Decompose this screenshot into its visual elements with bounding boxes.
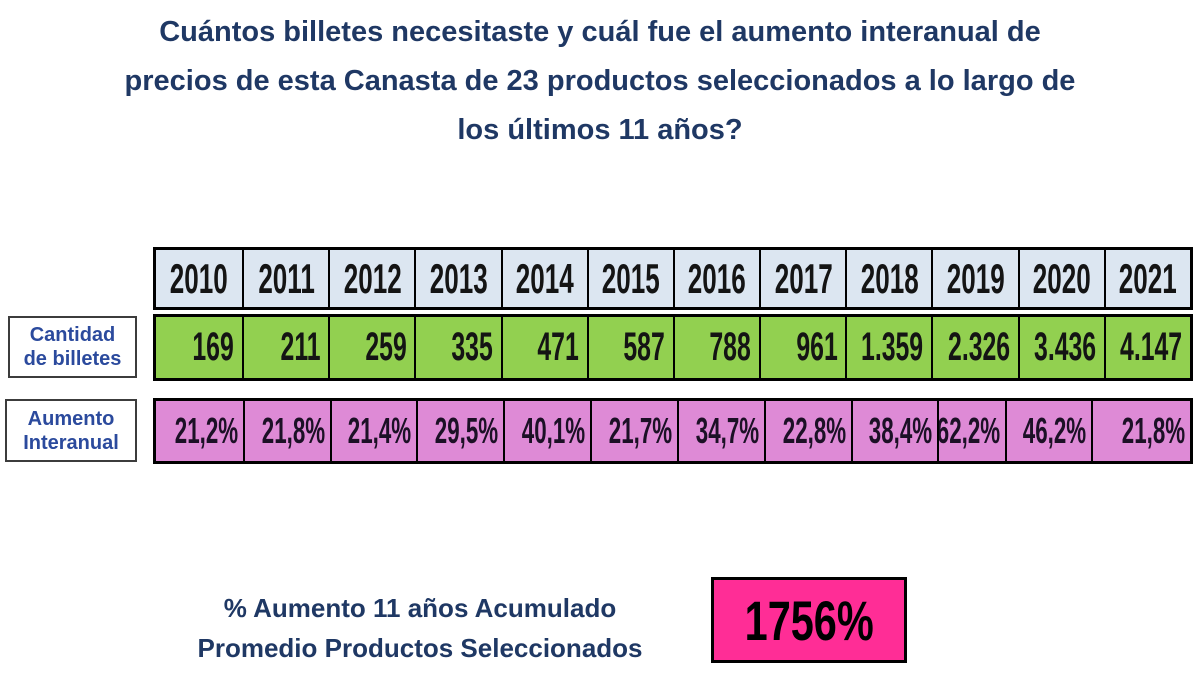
billetes-value: 471: [537, 325, 579, 369]
aumento-value-cell: 21,7%: [590, 401, 677, 461]
year-header-cell: 2013: [414, 250, 500, 307]
table-header-years: 2010 2011 2012 2013 2014 2015 2016 2017 …: [153, 247, 1193, 310]
billetes-value: 1.359: [861, 325, 924, 369]
aumento-value: 29,5%: [435, 410, 499, 451]
year-header-cell: 2011: [242, 250, 328, 307]
billetes-value: 3.436: [1033, 325, 1096, 369]
billetes-value: 335: [451, 325, 493, 369]
billetes-value-cell: 1.359: [845, 317, 931, 378]
year-label: 2013: [429, 254, 488, 302]
row-label-line: Interanual: [23, 431, 119, 454]
summary-value: 1756%: [744, 588, 874, 652]
aumento-value: 34,7%: [695, 410, 759, 451]
page-title: Cuántos billetes necesitaste y cuál fue …: [0, 8, 1200, 155]
year-label: 2012: [343, 254, 402, 302]
year-label: 2014: [515, 254, 574, 302]
row-cantidad-billetes: 169 211 259 335 471 587 788 961 1.359 2.…: [153, 314, 1193, 381]
aumento-value: 21,8%: [1121, 410, 1185, 451]
aumento-value-cell: 40,1%: [503, 401, 590, 461]
year-label: 2016: [688, 254, 747, 302]
aumento-value-cell: 22,8%: [763, 401, 851, 461]
year-label: 2011: [258, 254, 315, 302]
billetes-value: 961: [795, 325, 838, 369]
aumento-value: 38,4%: [869, 410, 933, 451]
year-label: 2015: [601, 254, 660, 302]
aumento-value-cell: 29,5%: [416, 401, 503, 461]
row-label-aumento-interanual: Aumento Interanual: [5, 399, 137, 462]
aumento-value-cell: 46,2%: [1005, 401, 1091, 461]
year-label: 2017: [774, 254, 833, 302]
aumento-value: 46,2%: [1022, 410, 1087, 451]
year-header-cell: 2018: [845, 250, 931, 307]
year-header-cell: 2021: [1103, 250, 1190, 307]
year-label: 2019: [946, 254, 1005, 302]
billetes-value-cell: 4.147: [1103, 317, 1190, 378]
billetes-value: 2.326: [947, 325, 1010, 369]
billetes-value-cell: 169: [156, 317, 242, 378]
title-line-1: Cuántos billetes necesitaste y cuál fue …: [159, 16, 1041, 48]
billetes-value-cell: 211: [242, 317, 328, 378]
billetes-value: 587: [623, 325, 665, 369]
year-header-cell: 2010: [156, 250, 242, 307]
billetes-value-cell: 471: [500, 317, 587, 378]
aumento-value-cell: 38,4%: [850, 401, 938, 461]
aumento-value-cell: 21,2%: [156, 401, 243, 461]
year-label: 2020: [1032, 254, 1091, 302]
row-label-line: Cantidad: [29, 324, 116, 346]
aumento-value-cell: 21,4%: [329, 401, 417, 461]
aumento-value: 62,2%: [937, 410, 1001, 451]
billetes-value: 211: [280, 325, 321, 369]
summary-label-line: Promedio Productos Seleccionados: [197, 633, 643, 663]
aumento-value: 21,2%: [174, 410, 238, 451]
summary-value-box: 1756%: [711, 577, 907, 663]
year-header-cell: 2015: [586, 250, 673, 307]
aumento-value-cell: 34,7%: [676, 401, 764, 461]
year-header-cell: 2012: [328, 250, 414, 307]
billetes-value: 4.147: [1119, 325, 1182, 369]
year-label: 2010: [170, 254, 229, 302]
billetes-value-cell: 335: [414, 317, 500, 378]
billetes-value-cell: 788: [672, 317, 759, 378]
billetes-value-cell: 3.436: [1017, 317, 1104, 378]
year-header-cell: 2019: [931, 250, 1017, 307]
row-label-cantidad-billetes: Cantidad de billetes: [8, 316, 137, 378]
aumento-value: 40,1%: [521, 410, 586, 451]
billetes-value-cell: 259: [328, 317, 414, 378]
aumento-value-cell: 21,8%: [242, 401, 330, 461]
aumento-value: 21,8%: [261, 410, 325, 451]
billetes-value: 788: [709, 325, 752, 369]
year-header-cell: 2020: [1017, 250, 1104, 307]
title-line-2: precios de esta Canasta de 23 productos …: [124, 65, 1076, 97]
billetes-value-cell: 2.326: [931, 317, 1017, 378]
year-header-cell: 2014: [500, 250, 587, 307]
year-label: 2018: [860, 254, 919, 302]
aumento-value: 21,4%: [348, 410, 412, 451]
row-label-line: de billetes: [23, 348, 122, 370]
row-aumento-interanual: 21,2% 21,8% 21,4% 29,5% 40,1% 21,7% 34,7…: [153, 398, 1193, 464]
summary-label: % Aumento 11 años Acumulado Promedio Pro…: [140, 588, 700, 668]
aumento-value: 21,7%: [608, 410, 672, 451]
year-label: 2021: [1118, 254, 1177, 302]
billetes-value-cell: 587: [586, 317, 673, 378]
billetes-value: 259: [365, 325, 407, 369]
billetes-value-cell: 961: [759, 317, 845, 378]
aumento-value: 22,8%: [782, 410, 846, 451]
billetes-value: 169: [192, 325, 235, 369]
aumento-value-cell: 62,2%: [937, 401, 1005, 461]
aumento-value-cell: 21,8%: [1091, 401, 1190, 461]
year-header-cell: 2017: [759, 250, 845, 307]
year-header-cell: 2016: [672, 250, 759, 307]
row-label-line: Aumento: [27, 407, 115, 430]
summary-label-line: % Aumento 11 años Acumulado: [223, 593, 617, 623]
title-line-3: los últimos 11 años?: [457, 114, 743, 146]
